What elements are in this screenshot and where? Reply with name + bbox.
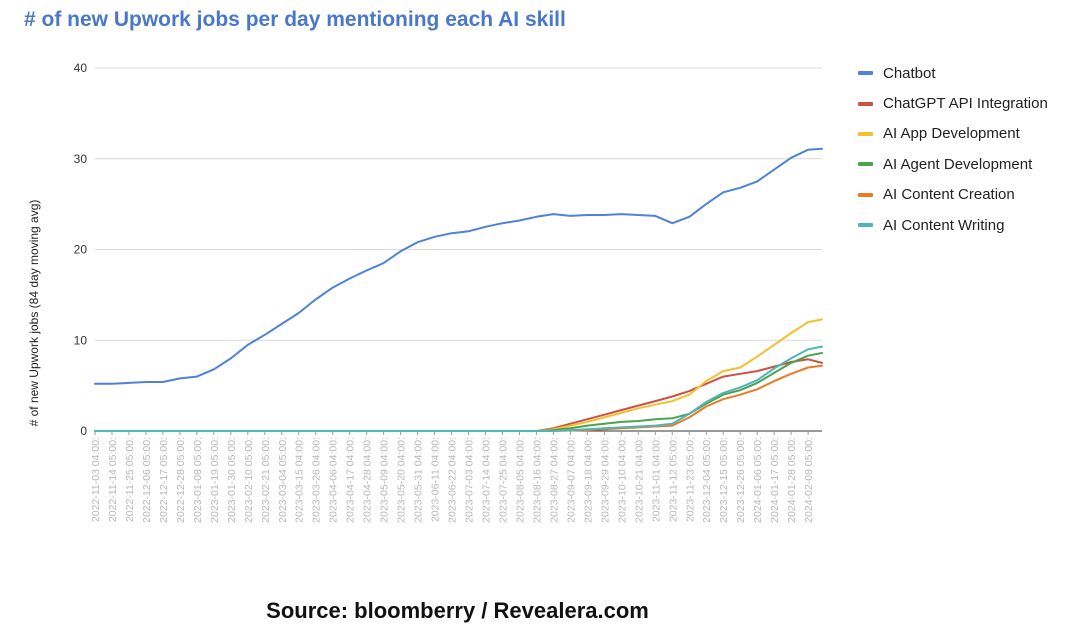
x-tick-label: 2023-03-15 04:00: bbox=[294, 437, 306, 523]
legend-label: AI Content Creation bbox=[883, 186, 1015, 204]
legend-swatch bbox=[858, 192, 873, 197]
x-tick-label: 2024-01-28 05:00: bbox=[786, 437, 798, 523]
legend: Chatbot ChatGPT API Integration AI App Dev… bbox=[858, 58, 1048, 240]
x-tick-label: 2023-05-20 04:00: bbox=[396, 437, 408, 523]
legend-item: AI Content Creation bbox=[858, 180, 1048, 210]
x-tick-label: 2023-12-15 05:00: bbox=[718, 437, 730, 523]
x-tick-label: 2022-11-03 04:00: bbox=[90, 437, 102, 522]
y-axis-ticks: 0 10 20 30 40 bbox=[74, 61, 88, 438]
x-tick-label: 2023-03-26 04:00: bbox=[311, 437, 323, 523]
legend-swatch bbox=[858, 71, 873, 76]
series-line-ai-agent-development bbox=[94, 352, 823, 432]
x-tick-label: 2023-01-19 05:00: bbox=[209, 437, 221, 523]
legend-label: Chatbot bbox=[883, 64, 936, 82]
legend-swatch bbox=[858, 131, 873, 136]
x-tick-label: 2023-11-01 04:00: bbox=[650, 437, 662, 522]
x-tick-label: 2023-10-21 04:00: bbox=[633, 437, 645, 523]
x-tick-label: 2023-09-07 04:00: bbox=[565, 437, 577, 523]
y-axis-label: # of new Upwork jobs (84 day moving avg) bbox=[27, 200, 41, 427]
x-tick-label: 2023-08-27 04:00: bbox=[548, 437, 560, 523]
legend-label: AI Agent Development bbox=[883, 155, 1033, 173]
legend-label: AI Content Writing bbox=[883, 216, 1005, 234]
x-tick-label: 2023-07-25 04:00: bbox=[497, 437, 509, 523]
y-tick-label: 30 bbox=[74, 152, 88, 166]
x-tick-label: 2023-08-16 04:00: bbox=[531, 437, 543, 523]
x-tick-label: 2023-02-10 05:00: bbox=[243, 437, 255, 523]
x-tick-label: 2023-06-22 04:00: bbox=[447, 437, 459, 523]
legend-swatch bbox=[858, 101, 873, 106]
series-line-chatbot bbox=[94, 147, 823, 385]
x-axis-ticks: 2022-11-03 04:00: 2022-11-14 05:00: 2022-1… bbox=[90, 431, 815, 523]
legend-label: AI App Development bbox=[883, 125, 1020, 143]
x-tick-label: 2022-11-14 05:00: bbox=[107, 437, 119, 522]
x-tick-label: 2023-05-31 04:00: bbox=[413, 437, 425, 523]
legend-item: ChatGPT API Integration bbox=[858, 88, 1048, 118]
chart-title: # of new Upwork jobs per day mentioning … bbox=[24, 8, 566, 31]
series-lines bbox=[94, 147, 823, 432]
x-tick-label: 2023-07-03 04:00: bbox=[464, 437, 476, 523]
x-tick-label: 2023-04-06 04:00: bbox=[328, 437, 340, 523]
legend-item: Chatbot bbox=[858, 58, 1048, 88]
x-tick-label: 2023-08-05 04:00: bbox=[514, 437, 526, 523]
legend-label: ChatGPT API Integration bbox=[883, 95, 1048, 113]
series-line-ai-app-development bbox=[94, 318, 823, 432]
x-tick-label: 2023-11-23 05:00: bbox=[684, 437, 696, 522]
x-tick-label: 2024-02-08 05:00: bbox=[803, 437, 815, 523]
y-tick-label: 0 bbox=[80, 424, 87, 438]
source-caption: Source: bloomberry / Revealera.com bbox=[266, 598, 649, 623]
x-tick-label: 2023-01-30 05:00: bbox=[226, 437, 238, 523]
y-tick-label: 20 bbox=[74, 243, 88, 257]
x-tick-label: 2022-12-06 05:00: bbox=[141, 437, 153, 523]
x-tick-label: 2023-01-08 05:00: bbox=[192, 437, 204, 523]
x-tick-label: 2023-03-04 05:00: bbox=[277, 437, 289, 523]
y-tick-label: 10 bbox=[74, 333, 88, 347]
x-tick-label: 2023-09-18 04:00: bbox=[582, 437, 594, 523]
x-tick-label: 2023-09-29 04:00: bbox=[599, 437, 611, 523]
legend-item: AI App Development bbox=[858, 119, 1048, 149]
x-tick-label: 2023-07-14 04:00: bbox=[481, 437, 493, 523]
x-tick-label: 2023-04-28 04:00: bbox=[362, 437, 374, 523]
x-tick-label: 2023-04-17 04:00: bbox=[345, 437, 357, 523]
x-tick-label: 2024-01-17 05:00: bbox=[769, 437, 781, 523]
legend-item: AI Content Writing bbox=[858, 210, 1048, 240]
x-tick-label: 2024-01-06 05:00: bbox=[752, 437, 764, 523]
x-tick-label: 2023-06-11 04:00: bbox=[430, 437, 442, 522]
x-tick-label: 2022-12-17 05:00: bbox=[158, 437, 170, 523]
x-tick-label: 2023-02-21 05:00: bbox=[260, 437, 272, 523]
x-tick-label: 2022-11-25 05:00: bbox=[124, 437, 136, 522]
x-tick-label: 2023-12-04 05:00: bbox=[701, 437, 713, 523]
series-line-chatgpt-api-integration bbox=[94, 358, 823, 432]
x-tick-label: 2023-12-26 05:00: bbox=[735, 437, 747, 523]
series-line-ai-content-writing bbox=[94, 345, 823, 432]
y-tick-label: 40 bbox=[74, 61, 88, 75]
legend-swatch bbox=[858, 223, 873, 228]
x-tick-label: 2022-12-28 05:00: bbox=[175, 437, 187, 523]
legend-item: AI Agent Development bbox=[858, 149, 1048, 179]
legend-swatch bbox=[858, 162, 873, 167]
x-tick-label: 2023-10-10 04:00: bbox=[616, 437, 628, 523]
x-tick-label: 2023-05-09 04:00: bbox=[379, 437, 391, 523]
x-tick-label: 2023-11-12 05:00: bbox=[667, 437, 679, 522]
